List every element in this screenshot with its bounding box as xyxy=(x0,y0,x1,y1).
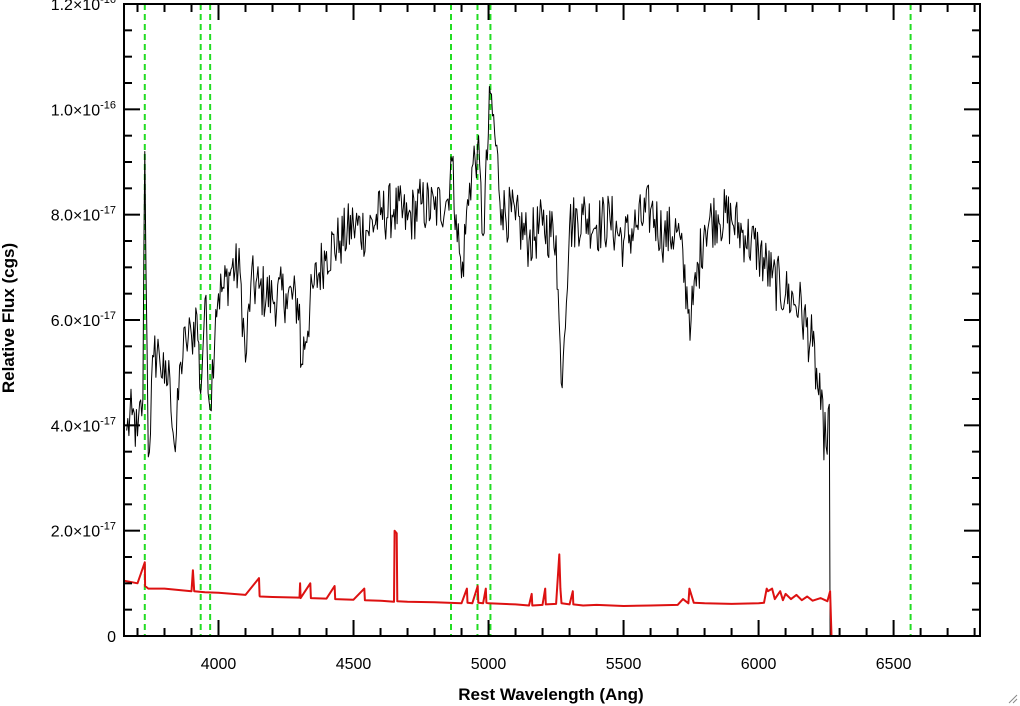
axes-layer: 4000 4500 5000 5500 6000 6500 0 2.0×10-17 4.0×10… xyxy=(51,0,981,673)
x-tick-label: 6500 xyxy=(876,656,912,673)
reference-lines xyxy=(143,4,912,636)
y-tick-label: 8.0×10-17 xyxy=(51,205,116,225)
series-layer xyxy=(123,86,980,637)
x-axis-title: Rest Wavelength (Ang) xyxy=(458,685,643,704)
y-tick-label: 2.0×10-17 xyxy=(51,521,116,541)
x-tick-label: 6000 xyxy=(741,656,777,673)
plot-frame xyxy=(123,3,981,637)
y-tick-label: 6.0×10-17 xyxy=(51,310,116,330)
y-tick-label: 0 xyxy=(107,629,116,646)
x-tick-label: 5500 xyxy=(606,656,642,673)
x-tick-label: 4500 xyxy=(336,656,372,673)
x-tick-label: 4000 xyxy=(201,656,237,673)
x-tick-label: 5000 xyxy=(471,656,507,673)
y-tick-label: 1.0×10-16 xyxy=(51,99,116,119)
y-tick-label: 4.0×10-17 xyxy=(51,415,116,435)
spectrum-line xyxy=(126,86,831,637)
y-tick-label: 1.2×10-16 xyxy=(51,0,116,14)
resize-grip-icon[interactable] xyxy=(1006,692,1018,704)
y-axis-title: Relative Flux (cgs) xyxy=(0,243,18,393)
model-line xyxy=(123,529,980,637)
